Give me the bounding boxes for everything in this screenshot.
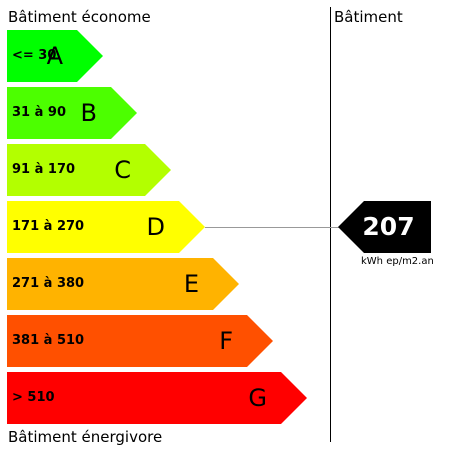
band-c-shape: [7, 144, 171, 196]
band-range-label: 381 à 510: [12, 333, 85, 348]
band-letter: A: [46, 42, 63, 70]
band-b: 31 à 90 B: [7, 87, 137, 139]
band-e-shape: [7, 258, 239, 310]
band-range-label: <= 30: [12, 48, 57, 63]
band-range-label: 171 à 270: [12, 219, 85, 234]
band-a: <= 30 A: [7, 30, 103, 82]
band-letter: D: [146, 213, 165, 241]
band-g-shape: [7, 372, 307, 424]
band-letter: B: [80, 99, 97, 127]
band-d-shape: [7, 201, 205, 253]
top-label-economical: Bâtiment économe: [8, 8, 151, 26]
band-letter: G: [248, 384, 267, 412]
band-f-shape: [7, 315, 273, 367]
band-c: 91 à 170 C: [7, 144, 171, 196]
band-letter: F: [219, 327, 233, 355]
result-unit: kWh ep/m2.an: [361, 256, 434, 267]
band-e: 271 à 380 E: [7, 258, 239, 310]
band-range-label: 271 à 380: [12, 276, 85, 291]
bottom-label-energy-intensive: Bâtiment énergivore: [8, 428, 163, 446]
band-a-shape: [7, 30, 103, 82]
band-range-label: 31 à 90: [12, 105, 67, 120]
building-label: Bâtiment: [334, 8, 403, 26]
band-f: 381 à 510 F: [7, 315, 273, 367]
result-pointer-line: [205, 227, 339, 228]
column-divider: [330, 7, 331, 442]
band-d: 171 à 270 D: [7, 201, 205, 253]
result-indicator: 207: [338, 201, 431, 253]
band-b-shape: [7, 87, 137, 139]
result-value: 207: [362, 212, 415, 241]
result-arrow-shape: [338, 201, 431, 253]
band-letter: E: [183, 270, 199, 298]
band-range-label: 91 à 170: [12, 162, 76, 177]
band-g: > 510 G: [7, 372, 307, 424]
band-letter: C: [114, 156, 131, 184]
band-range-label: > 510: [12, 390, 55, 405]
